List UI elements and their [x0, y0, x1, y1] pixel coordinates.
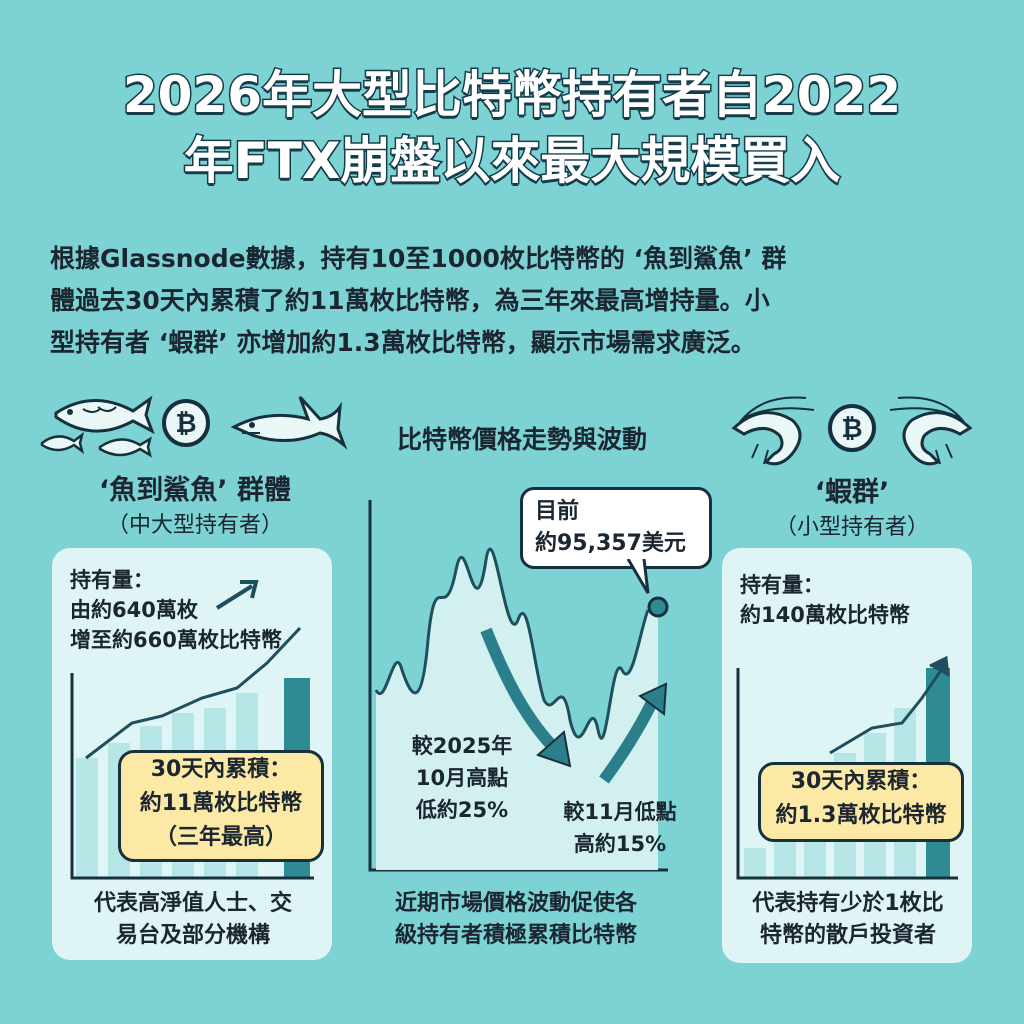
bitcoin-icon: ₿ — [828, 404, 876, 452]
bubble-tail — [626, 559, 650, 594]
left-subheading: （中大型持有者） — [106, 513, 283, 538]
left-icons: ₿ — [40, 395, 348, 458]
rebound-line1: 較11月低點 — [563, 800, 677, 824]
right-holdings-label: 持有量： — [740, 573, 824, 597]
bubble-line1: 目前 — [535, 499, 580, 524]
shark-icon — [230, 395, 348, 450]
shrimp-icon — [889, 396, 973, 466]
right-icons: ₿ — [731, 396, 973, 466]
left-note-line2: 約11萬枚比特幣 — [139, 791, 303, 816]
right-caption: 代表持有少於1枚比 特幣的散戶投資者 — [728, 888, 968, 952]
left-holdings: 持有量： 由約640萬枚 增至約660萬枚比特幣 — [70, 565, 282, 655]
intro-line-2: 體過去30天內累積了約11萬枚比特幣，為三年來最高增持量。小 — [50, 286, 770, 315]
price-area — [376, 549, 658, 870]
left-holdings-line1: 由約640萬枚 — [70, 598, 198, 622]
small-fish-icon — [40, 431, 152, 458]
center-heading: 比特幣價格走勢與波動 — [396, 425, 647, 454]
decline-line1: 較2025年 — [411, 734, 513, 758]
right-holdings: 持有量： 約140萬枚比特幣 — [740, 570, 910, 630]
price-chart — [368, 500, 669, 872]
left-holdings-line2: 增至約660萬枚比特幣 — [70, 628, 282, 652]
bubble-line2: 約95,357美元 — [535, 531, 686, 556]
center-caption: 近期市場價格波動促使各 級持有者積極累積比特幣 — [356, 888, 676, 952]
left-note-line1: 30天內累積： — [150, 757, 292, 782]
right-note-line1: 30天內累積： — [790, 769, 932, 794]
rebound-label: 較11月低點 高約15% — [540, 796, 700, 860]
left-holdings-label: 持有量： — [70, 568, 154, 592]
up-arrow-icon — [215, 584, 254, 610]
right-caption-line2: 特幣的散戶投資者 — [759, 923, 936, 948]
title-line-2: 年FTX崩盤以來最大規模買入 — [182, 131, 842, 192]
page-title: 2026年大型比特幣持有者自2022 年FTX崩盤以來最大規模買入 — [0, 62, 1024, 194]
up-arrow-icon — [929, 655, 950, 677]
left-caption-line2: 易台及部分機構 — [115, 923, 270, 948]
current-price-bubble: 目前 約95,357美元 — [520, 487, 712, 569]
left-note-line3: （三年最高） — [154, 825, 287, 850]
fish-icon — [54, 395, 155, 435]
center-caption-line1: 近期市場價格波動促使各 — [394, 891, 637, 916]
decline-arrow — [480, 627, 563, 757]
left-caption: 代表高淨值人士、交 易台及部分機構 — [60, 888, 326, 952]
shrimp-icon — [731, 396, 815, 466]
left-heading: ‘魚到鯊魚’ 群體 — [99, 475, 291, 506]
current-price-marker — [647, 596, 669, 618]
right-caption-line1: 代表持有少於1枚比 — [752, 891, 944, 916]
svg-text:₿: ₿ — [841, 414, 862, 444]
intro-line-1: 根據Glassnode數據，持有10至1000枚比特幣的 ‘魚到鯊魚’ 群 — [50, 244, 787, 273]
right-subheading: （小型持有者） — [774, 515, 929, 540]
right-holdings-line1: 約140萬枚比特幣 — [740, 603, 910, 627]
right-accumulation-note: 30天內累積： 約1.3萬枚比特幣 — [758, 762, 964, 842]
rebound-line2: 高約15% — [573, 832, 667, 856]
svg-text:₿: ₿ — [175, 409, 196, 439]
right-note-line2: 約1.3萬枚比特幣 — [775, 803, 947, 828]
center-caption-line2: 級持有者積極累積比特幣 — [394, 923, 637, 948]
right-heading: ‘蝦群’ — [814, 477, 890, 508]
bitcoin-icon: ₿ — [162, 399, 210, 447]
intro-paragraph: 根據Glassnode數據，持有10至1000枚比特幣的 ‘魚到鯊魚’ 群 體過… — [50, 238, 980, 364]
decline-label: 較2025年 10月高點 低約25% — [392, 730, 532, 826]
left-caption-line1: 代表高淨值人士、交 — [93, 891, 292, 916]
price-line — [374, 547, 650, 740]
intro-line-3: 型持有者 ‘蝦群’ 亦增加約1.3萬枚比特幣，顯示市場需求廣泛。 — [50, 328, 756, 357]
decline-line3: 低約25% — [415, 798, 509, 822]
title-line-1: 2026年大型比特幣持有者自2022 — [121, 65, 902, 126]
decline-line2: 10月高點 — [415, 766, 509, 790]
left-accumulation-note: 30天內累積： 約11萬枚比特幣 （三年最高） — [118, 750, 324, 862]
